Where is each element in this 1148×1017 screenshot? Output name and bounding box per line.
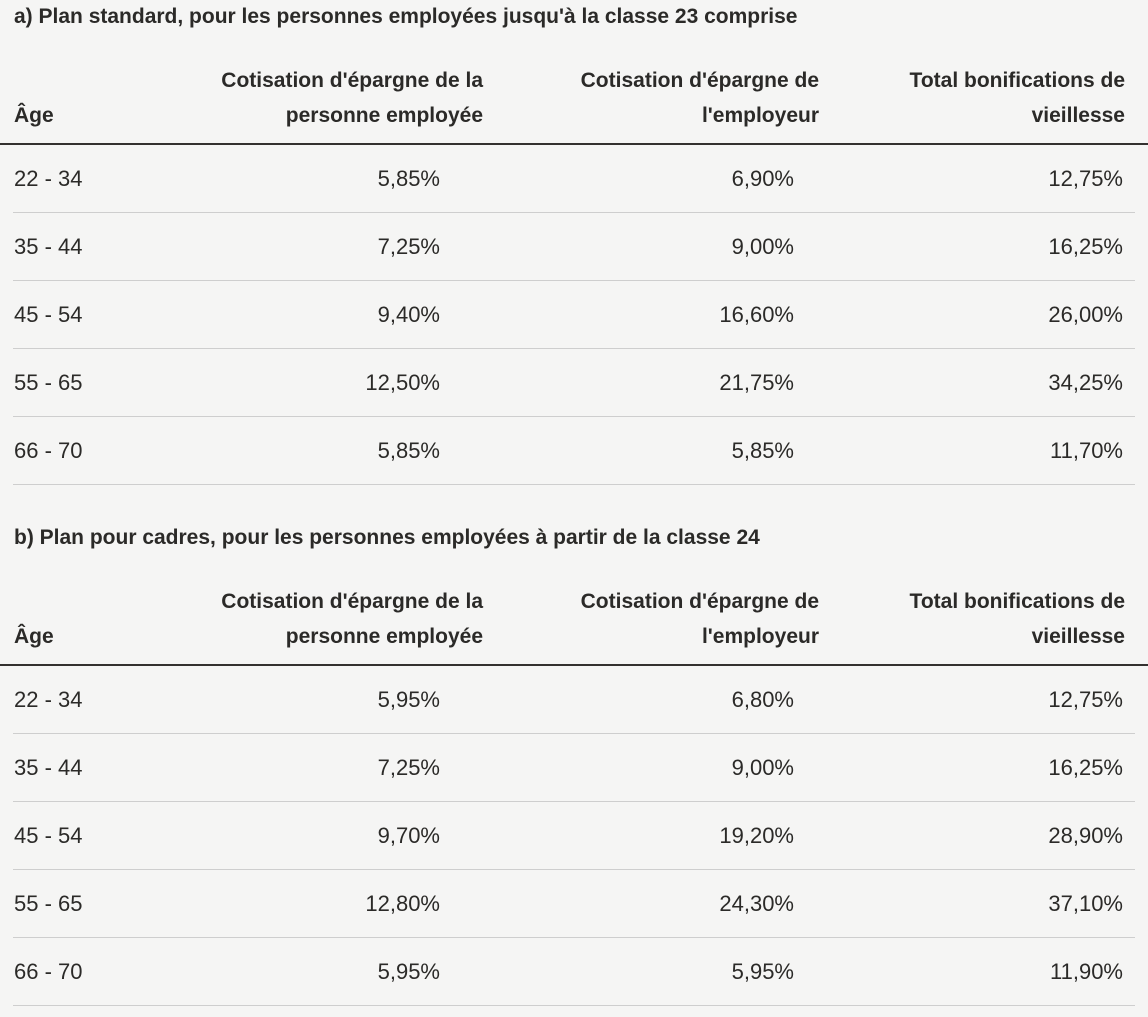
percentage-value-cell: 26,00% [1048, 302, 1123, 327]
percentage-value-cell: 6,80% [731, 687, 794, 712]
age-range-cell: 45 - 54 [14, 302, 83, 327]
table-row: 55 - 65 12,50% 21,75% 34,25% [0, 349, 1148, 417]
percentage-value-cell: 28,90% [1048, 823, 1123, 848]
percentage-value-cell: 7,25% [377, 234, 440, 259]
percentage-value-cell: 24,30% [719, 891, 794, 916]
percentage-value-cell: 9,40% [377, 302, 440, 327]
age-range-cell: 45 - 54 [14, 823, 83, 848]
age-range-cell: 35 - 44 [14, 234, 83, 259]
percentage-value-cell: 9,00% [731, 755, 794, 780]
percentage-value-cell: 16,25% [1048, 755, 1123, 780]
age-range-cell: 55 - 65 [14, 370, 83, 395]
age-range-cell: 55 - 65 [14, 891, 83, 916]
percentage-value-cell: 5,85% [377, 438, 440, 463]
table-row: 66 - 70 5,85% 5,85% 11,70% [0, 417, 1148, 485]
column-header-age: Âge [14, 625, 54, 648]
percentage-value-cell: 9,00% [731, 234, 794, 259]
percentage-value-cell: 12,50% [365, 370, 440, 395]
percentage-value-cell: 19,20% [719, 823, 794, 848]
column-header-age: Âge [14, 104, 54, 127]
percentage-value-cell: 5,95% [377, 959, 440, 984]
age-range-cell: 66 - 70 [14, 438, 83, 463]
plan-title: a) Plan standard, pour les personnes emp… [14, 5, 798, 28]
table-header-row: Âge Cotisation d'épargne de la personne e… [0, 63, 1148, 145]
age-range-cell: 22 - 34 [14, 166, 83, 191]
table-row: 66 - 70 5,95% 5,95% 11,90% [0, 938, 1148, 1006]
table-row: 22 - 34 5,95% 6,80% 12,75% [0, 666, 1148, 734]
percentage-value-cell: 16,25% [1048, 234, 1123, 259]
column-header-employer-contribution: Cotisation d'épargne de l'employeur [580, 590, 819, 648]
column-header-total-credits: Total bonifications de vieillesse [909, 69, 1125, 127]
percentage-value-cell: 37,10% [1048, 891, 1123, 916]
percentage-value-cell: 12,75% [1048, 687, 1123, 712]
table-row: 45 - 54 9,70% 19,20% 28,90% [0, 802, 1148, 870]
percentage-value-cell: 5,95% [377, 687, 440, 712]
table-row: 45 - 54 9,40% 16,60% 26,00% [0, 281, 1148, 349]
percentage-value-cell: 5,85% [731, 438, 794, 463]
age-range-cell: 35 - 44 [14, 755, 83, 780]
percentage-value-cell: 34,25% [1048, 370, 1123, 395]
column-header-employee-contribution: Cotisation d'épargne de la personne empl… [221, 590, 483, 648]
table-body: 22 - 34 5,85% 6,90% 12,75% 35 - 44 7,25% 9,00%… [0, 145, 1148, 485]
table-body: 22 - 34 5,95% 6,80% 12,75% 35 - 44 7,25% 9,00%… [0, 666, 1148, 1006]
percentage-value-cell: 6,90% [731, 166, 794, 191]
percentage-value-cell: 11,70% [1050, 438, 1123, 463]
percentage-value-cell: 9,70% [377, 823, 440, 848]
age-range-cell: 66 - 70 [14, 959, 83, 984]
table-row: 35 - 44 7,25% 9,00% 16,25% [0, 213, 1148, 281]
percentage-value-cell: 21,75% [719, 370, 794, 395]
plan-section: a) Plan standard, pour les personnes emp… [0, 0, 1148, 485]
table-row: 55 - 65 12,80% 24,30% 37,10% [0, 870, 1148, 938]
percentage-value-cell: 11,90% [1050, 959, 1123, 984]
column-header-total-credits: Total bonifications de vieillesse [909, 590, 1125, 648]
column-header-employee-contribution: Cotisation d'épargne de la personne empl… [221, 69, 483, 127]
percentage-value-cell: 5,85% [377, 166, 440, 191]
percentage-value-cell: 12,80% [365, 891, 440, 916]
percentage-value-cell: 12,75% [1048, 166, 1123, 191]
plan-title: b) Plan pour cadres, pour les personnes … [14, 526, 760, 549]
table-row: 22 - 34 5,85% 6,90% 12,75% [0, 145, 1148, 213]
age-range-cell: 22 - 34 [14, 687, 83, 712]
percentage-value-cell: 16,60% [719, 302, 794, 327]
percentage-value-cell: 5,95% [731, 959, 794, 984]
percentage-value-cell: 7,25% [377, 755, 440, 780]
column-header-employer-contribution: Cotisation d'épargne de l'employeur [580, 69, 819, 127]
plan-section: b) Plan pour cadres, pour les personnes … [0, 485, 1148, 1006]
table-header-row: Âge Cotisation d'épargne de la personne e… [0, 584, 1148, 666]
table-row: 35 - 44 7,25% 9,00% 16,25% [0, 734, 1148, 802]
